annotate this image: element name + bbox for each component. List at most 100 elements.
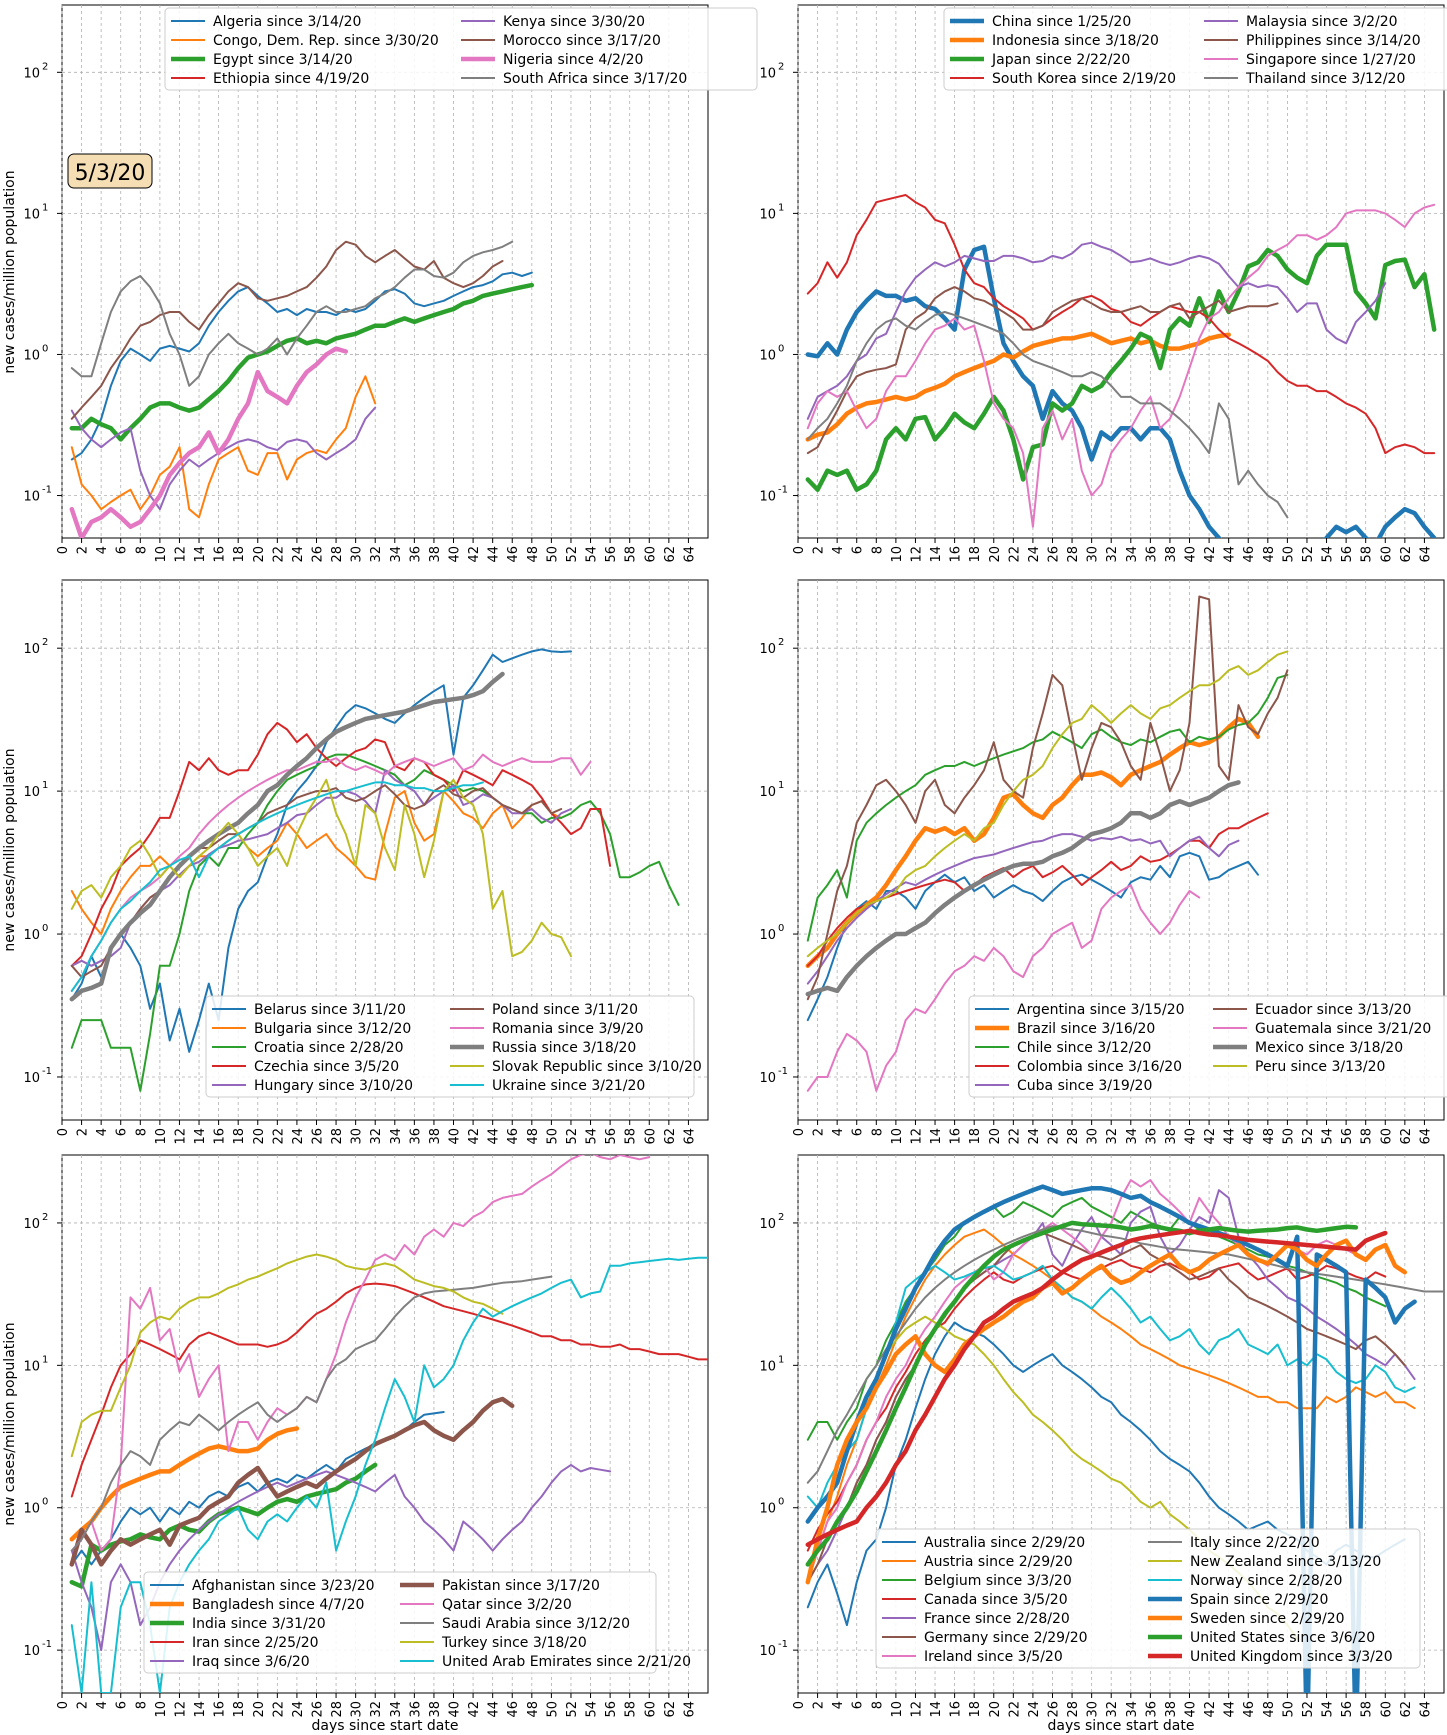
series-line xyxy=(806,286,1279,455)
x-tick-label: 18 xyxy=(968,1701,983,1718)
x-tick-label: 30 xyxy=(350,1128,365,1145)
legend-box xyxy=(164,7,758,91)
x-tick-label: 62 xyxy=(663,1128,678,1145)
x-tick-label: 0 xyxy=(56,1701,71,1709)
legend-label: Malaysia since 3/2/20 xyxy=(1246,14,1398,30)
series-line xyxy=(70,784,563,979)
x-tick-label: 34 xyxy=(1125,1701,1140,1718)
x-tick-label: 64 xyxy=(682,1701,697,1718)
legend: Argentina since 3/15/20 Brazil since 3/16… xyxy=(968,995,1447,1098)
x-tick-label: 6 xyxy=(851,546,866,554)
x-tick-label: 22 xyxy=(1007,546,1022,563)
x-tick-label: 56 xyxy=(604,1128,619,1145)
x-tick-label: 36 xyxy=(1144,546,1159,563)
y-tick-exponent: 0 xyxy=(778,923,784,934)
x-tick-label: 2 xyxy=(812,546,827,554)
legend-label: Germany since 2/29/20 xyxy=(924,1630,1088,1646)
y-tick-exponent: 2 xyxy=(778,1212,784,1223)
legend-label: Iran since 2/25/20 xyxy=(192,1635,319,1651)
legend-label: Indonesia since 3/18/20 xyxy=(992,33,1159,49)
series-line xyxy=(70,781,484,992)
x-tick-label: 4 xyxy=(831,546,846,554)
x-tick-label: 16 xyxy=(949,1701,964,1718)
y-tick-label: 10 xyxy=(759,1644,776,1659)
legend-label: Ethiopia since 4/19/20 xyxy=(213,71,369,87)
x-tick-label: 52 xyxy=(1301,1128,1316,1145)
legend-label: France since 2/28/20 xyxy=(924,1611,1070,1627)
legend-label: United States since 3/6/20 xyxy=(1190,1630,1375,1646)
legend-label: India since 3/31/20 xyxy=(192,1616,326,1632)
x-tick-label: 30 xyxy=(1086,1701,1101,1718)
x-tick-label: 62 xyxy=(1399,1128,1414,1145)
x-tick-label: 34 xyxy=(389,546,404,563)
x-tick-label: 26 xyxy=(310,546,325,563)
x-tick-label: 40 xyxy=(448,1701,463,1718)
x-tick-label: 4 xyxy=(95,1128,110,1136)
series-line xyxy=(806,673,1289,942)
x-tick-label: 46 xyxy=(1242,546,1257,563)
x-tick-label: 54 xyxy=(1321,1701,1336,1718)
x-tick-label: 14 xyxy=(929,1701,944,1718)
x-tick-label: 14 xyxy=(193,546,208,563)
x-tick-label: 42 xyxy=(467,1128,482,1145)
y-tick-exponent: 2 xyxy=(778,637,784,648)
series-line xyxy=(806,1225,1444,1484)
legend-label: Peru since 3/13/20 xyxy=(1255,1059,1385,1075)
x-tick-label: 6 xyxy=(115,1701,130,1709)
series-line xyxy=(70,375,377,519)
x-tick-label: 60 xyxy=(1379,1128,1394,1145)
panel-western: 0 2 4 6 8 10 12 14 16 18 20 22 24 26 28 30 32 34 36 38 40 42 4… xyxy=(759,1154,1445,1718)
x-tick-label: 44 xyxy=(1223,1128,1238,1145)
series-line xyxy=(70,753,680,1092)
x-tick-label: 12 xyxy=(909,1701,924,1718)
y-tick-label: 10 xyxy=(23,490,40,505)
x-tick-label: 48 xyxy=(526,1701,541,1718)
x-tick-label: 58 xyxy=(624,1701,639,1718)
x-tick-label: 54 xyxy=(585,1701,600,1718)
y-tick-label: 10 xyxy=(759,1071,776,1086)
x-tick-label: 38 xyxy=(428,1701,443,1718)
x-tick-label: 24 xyxy=(291,1128,306,1145)
y-tick-exponent: -1 xyxy=(778,485,788,496)
x-tick-label: 14 xyxy=(193,1128,208,1145)
x-tick-label: 16 xyxy=(213,1128,228,1145)
legend-label: Romania since 3/9/20 xyxy=(492,1021,644,1037)
x-tick-label: 20 xyxy=(252,1128,267,1145)
x-tick-label: 0 xyxy=(56,546,71,554)
legend-label: South Africa since 3/17/20 xyxy=(503,71,687,87)
x-tick-label: 0 xyxy=(56,1128,71,1136)
series-line xyxy=(806,884,1201,1092)
x-tick-label: 58 xyxy=(1360,1128,1375,1145)
x-tick-label: 40 xyxy=(448,546,463,563)
legend-label: Norway since 2/28/20 xyxy=(1190,1573,1342,1589)
y-tick-exponent: 1 xyxy=(778,202,784,213)
series-line xyxy=(70,1155,651,1552)
panel-europe-east: 0 2 4 6 8 10 12 14 16 18 20 22 24 26 28 30 32 34 36 38 40 42 4… xyxy=(23,579,709,1145)
series-line xyxy=(805,242,1437,492)
legend-label: Slovak Republic since 3/10/20 xyxy=(492,1059,702,1075)
y-tick-exponent: 2 xyxy=(778,61,784,72)
x-tick-label: 16 xyxy=(949,1128,964,1145)
x-tick-label: 46 xyxy=(506,1128,521,1145)
legend-label: Ukraine since 3/21/20 xyxy=(492,1078,645,1094)
x-tick-label: 60 xyxy=(1379,1701,1394,1718)
legend-label: Brazil since 3/16/20 xyxy=(1017,1021,1155,1037)
legend-label: Ecuador since 3/13/20 xyxy=(1255,1002,1411,1018)
legend-label: Egypt since 3/14/20 xyxy=(213,52,353,68)
legend-label: Thailand since 3/12/20 xyxy=(1245,71,1405,87)
x-tick-label: 30 xyxy=(1086,1128,1101,1145)
panel-middle-east-south-asia: 0 2 4 6 8 10 12 14 16 18 20 22 24 26 28 30 32 34 36 38 40 42 4… xyxy=(23,1154,709,1718)
legend-label: Qatar since 3/2/20 xyxy=(442,1597,572,1613)
x-tick-label: 48 xyxy=(526,546,541,563)
x-tick-label: 18 xyxy=(232,546,247,563)
x-tick-label: 60 xyxy=(1379,546,1394,563)
y-tick-label: 10 xyxy=(23,1502,40,1517)
x-axis-label-left: days since start date xyxy=(312,1718,459,1734)
legend-label: South Korea since 2/19/20 xyxy=(992,71,1176,87)
x-tick-label: 34 xyxy=(389,1701,404,1718)
x-tick-label: 64 xyxy=(1418,546,1433,563)
x-tick-label: 20 xyxy=(988,1701,1003,1718)
series-lines xyxy=(805,595,1289,1092)
legend-label: Guatemala since 3/21/20 xyxy=(1255,1021,1431,1037)
series-line xyxy=(805,331,1231,442)
